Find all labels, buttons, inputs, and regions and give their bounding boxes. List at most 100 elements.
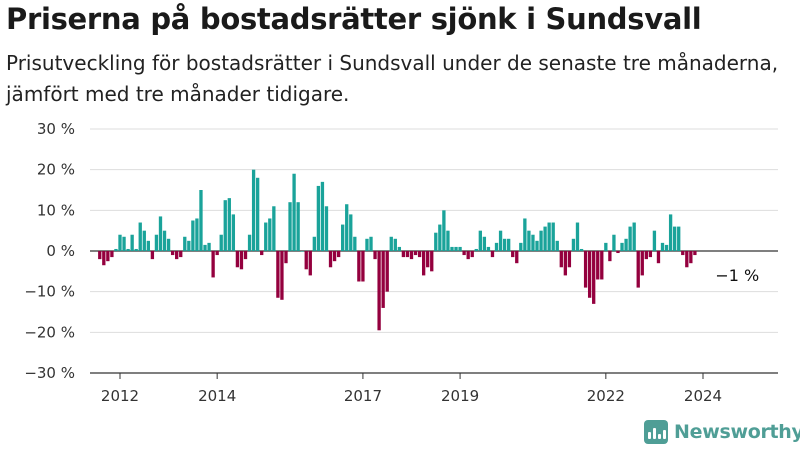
bar (365, 238, 369, 251)
newsworthy-logo-icon (644, 420, 668, 444)
bar (648, 251, 653, 258)
y-tick-label: 10 % (37, 201, 75, 219)
bar (369, 236, 373, 251)
bar (442, 210, 446, 251)
bar (272, 206, 276, 251)
bar (502, 238, 507, 251)
bar (656, 251, 661, 264)
bar (563, 251, 568, 276)
bar (227, 198, 231, 251)
bar (689, 251, 693, 264)
bar (458, 246, 462, 251)
bar (539, 230, 543, 251)
bar (434, 232, 438, 251)
bar (426, 251, 430, 268)
bar (328, 251, 333, 268)
bar (527, 230, 531, 251)
bar (122, 236, 126, 251)
x-tick-label: 2014 (198, 387, 236, 405)
bar (673, 226, 677, 251)
bar (126, 248, 130, 251)
y-tick-label: 20 % (37, 161, 75, 179)
bar (474, 248, 478, 251)
bar (430, 251, 434, 272)
bar (381, 251, 385, 308)
bar (438, 224, 442, 251)
bar (397, 246, 402, 251)
bar (223, 200, 227, 251)
bar (547, 222, 551, 251)
bar (628, 226, 632, 251)
bar (583, 251, 588, 288)
bar (608, 251, 612, 262)
y-tick-label: −10 % (24, 283, 75, 301)
bar (559, 251, 563, 268)
bar (600, 251, 604, 280)
bar (341, 224, 345, 251)
bar (660, 242, 665, 251)
bar (292, 173, 296, 251)
x-axis: 2012 2014 2017 2019 2022 2024 (90, 372, 778, 405)
x-tick-label: 2022 (587, 387, 625, 405)
bar (118, 234, 122, 251)
bar (179, 251, 183, 258)
y-axis-tick-labels: 30 % 20 % 10 % 0 % −10 % −20 % −30 % (24, 120, 75, 382)
brand-name: Newsworthy (674, 421, 800, 443)
bar (681, 251, 685, 256)
bar (219, 234, 223, 251)
y-tick-label: 0 % (46, 242, 75, 260)
bar (312, 236, 316, 251)
bar (114, 248, 118, 251)
y-tick-label: 30 % (37, 120, 75, 138)
bar (211, 251, 215, 278)
bar (199, 190, 203, 251)
bar (446, 230, 450, 251)
bar (357, 251, 361, 282)
bar (106, 251, 110, 262)
bar (324, 206, 329, 251)
bar (268, 218, 272, 251)
bar (349, 214, 353, 251)
bar (535, 240, 539, 251)
bar (260, 251, 264, 256)
bar (158, 216, 163, 251)
bar (523, 218, 527, 251)
bar-series (98, 169, 697, 331)
bar (166, 238, 171, 251)
bar (102, 251, 106, 266)
bar (183, 236, 187, 251)
bar (664, 244, 669, 251)
bar (215, 251, 219, 256)
bar (531, 234, 535, 251)
y-tick-label: −20 % (24, 323, 75, 341)
bar (409, 251, 414, 260)
bar (470, 251, 474, 258)
bar (567, 251, 572, 268)
bar (296, 202, 300, 251)
bar (579, 248, 584, 251)
bar (207, 242, 211, 251)
bar (644, 251, 648, 260)
bar (110, 251, 114, 258)
bar (486, 246, 491, 251)
bar (401, 251, 406, 258)
bar (243, 251, 248, 260)
bar (693, 251, 697, 256)
bar (652, 230, 657, 251)
bar (154, 234, 159, 251)
bar (515, 251, 519, 264)
x-tick-label: 2012 (101, 387, 139, 405)
bar (511, 251, 515, 258)
bar (640, 251, 644, 276)
bar (385, 251, 389, 292)
bar (466, 251, 470, 260)
bar (604, 242, 608, 251)
bar (620, 242, 624, 251)
bar (332, 251, 337, 262)
bar (170, 251, 175, 256)
bar (393, 238, 397, 251)
bar (592, 251, 596, 304)
bar (150, 251, 155, 260)
bar (596, 251, 600, 280)
